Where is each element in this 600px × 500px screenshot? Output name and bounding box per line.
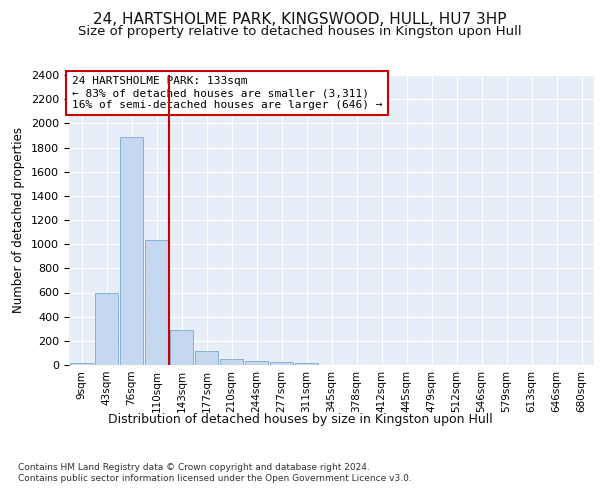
Text: Size of property relative to detached houses in Kingston upon Hull: Size of property relative to detached ho…: [78, 25, 522, 38]
Bar: [170, 330, 193, 365]
Text: 24, HARTSHOLME PARK, KINGSWOOD, HULL, HU7 3HP: 24, HARTSHOLME PARK, KINGSWOOD, HULL, HU…: [93, 12, 507, 28]
Bar: [95, 292, 118, 365]
Bar: [245, 362, 268, 365]
Text: 24 HARTSHOLME PARK: 133sqm
← 83% of detached houses are smaller (3,311)
16% of s: 24 HARTSHOLME PARK: 133sqm ← 83% of deta…: [71, 76, 382, 110]
Bar: [195, 350, 218, 365]
Text: Contains HM Land Registry data © Crown copyright and database right 2024.: Contains HM Land Registry data © Crown c…: [18, 462, 370, 471]
Bar: [70, 362, 93, 365]
Bar: [120, 136, 143, 365]
Bar: [270, 362, 293, 365]
Y-axis label: Number of detached properties: Number of detached properties: [13, 127, 25, 313]
Bar: [295, 363, 318, 365]
Text: Distribution of detached houses by size in Kingston upon Hull: Distribution of detached houses by size …: [107, 412, 493, 426]
Bar: [220, 359, 243, 365]
Text: Contains public sector information licensed under the Open Government Licence v3: Contains public sector information licen…: [18, 474, 412, 483]
Bar: [145, 240, 168, 365]
